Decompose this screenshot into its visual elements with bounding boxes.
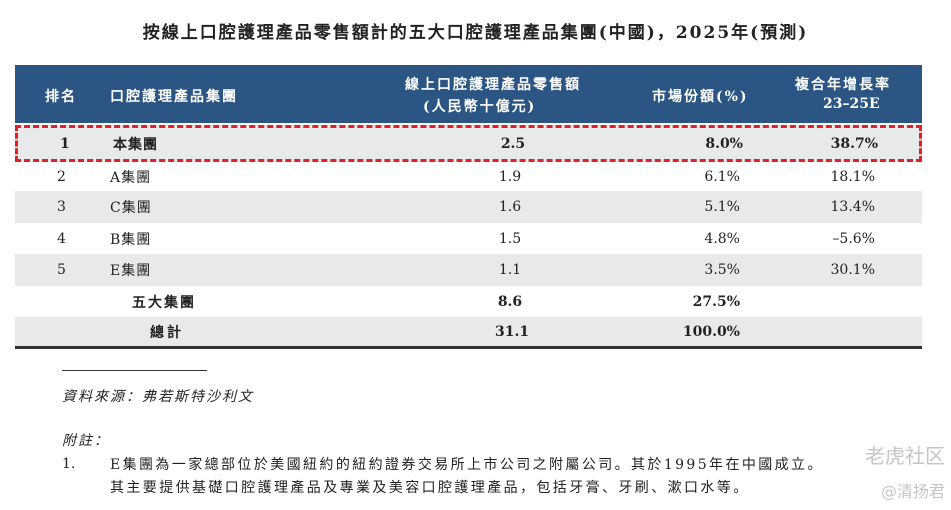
cell-cagr: 18.1% [830, 168, 875, 185]
cell-rank: 1 [60, 135, 70, 152]
cell-group: 本集團 [113, 136, 158, 153]
cell-label: 五大集團 [132, 294, 196, 311]
cell-rank: 3 [57, 199, 66, 215]
cell-cagr: 30.1% [830, 262, 875, 278]
table-row-total: 總計 31.1 100.0% [15, 317, 922, 346]
cell-cagr: 38.7% [830, 135, 878, 152]
cell-share: 8.0% [705, 135, 743, 152]
cell-sales: 2.5 [500, 135, 526, 152]
cell-group: C集團 [110, 200, 152, 216]
table-title: 按線上口腔護理產品零售額計的五大口腔護理產品集團(中國)，2025年(預測) [142, 23, 809, 43]
header-rank: 排名 [45, 89, 77, 105]
header-group: 口腔護理產品集團 [110, 89, 238, 105]
cell-sales: 1.1 [498, 262, 522, 278]
header-share: 市場份額(%) [652, 89, 749, 105]
cell-sales: 1.5 [498, 230, 522, 247]
footnote-divider [62, 370, 207, 371]
cell-rank: 5 [57, 262, 66, 278]
table-row-highlighted: 1 本集團 2.5 8.0% 38.7% [15, 125, 922, 162]
cell-share: 100.0% [682, 323, 740, 340]
watermark-line1: 老虎社区 [865, 444, 945, 468]
cell-share: 6.1% [704, 168, 740, 185]
cell-share: 5.1% [704, 199, 740, 215]
table-row: 3 C集團 1.6 5.1% 13.4% [15, 191, 922, 223]
table-bottom-rule [15, 346, 922, 349]
cell-group: B集團 [110, 231, 152, 248]
note-text: E集團為一家總部位於美國紐約的紐約證券交易所上市公司之附屬公司。其於1995年在… [110, 457, 824, 496]
header-cagr-line2: 23–25E [823, 96, 880, 112]
table-row: 4 B集團 1.5 4.8% –5.6% [15, 223, 922, 254]
notes-label: 附註： [62, 433, 110, 449]
cell-rank: 4 [57, 230, 66, 247]
table-header: 排名 口腔護理產品集團 線上口腔護理產品零售額 (人民幣十億元) 市場份額(%)… [15, 65, 922, 123]
cell-sales: 1.9 [498, 168, 522, 185]
cell-share: 4.8% [704, 230, 740, 247]
cell-cagr: 13.4% [830, 199, 875, 215]
cell-group: A集團 [110, 169, 152, 186]
cell-sales: 8.6 [497, 293, 523, 310]
watermark-line2: @清扬君 [880, 482, 945, 501]
cell-share: 3.5% [704, 262, 740, 278]
table-row: 2 A集團 1.9 6.1% 18.1% [15, 162, 922, 191]
note-number: 1. [62, 456, 76, 472]
header-sales-line2: (人民幣十億元) [423, 99, 537, 115]
cell-rank: 2 [57, 168, 66, 185]
cell-group: E集團 [110, 263, 152, 279]
cell-sales: 31.1 [495, 323, 530, 340]
cell-sales: 1.6 [498, 199, 522, 215]
table-row-top5: 五大集團 8.6 27.5% [15, 286, 922, 317]
header-cagr-line1: 複合年增長率 [795, 77, 891, 93]
source-note: 資料來源：弗若斯特沙利文 [62, 389, 254, 405]
header-sales-line1: 線上口腔護理產品零售額 [405, 77, 581, 93]
table-row: 5 E集團 1.1 3.5% 30.1% [15, 254, 922, 286]
cell-share: 27.5% [692, 293, 740, 310]
cell-cagr: –5.6% [832, 230, 875, 247]
cell-label: 總計 [150, 324, 184, 341]
